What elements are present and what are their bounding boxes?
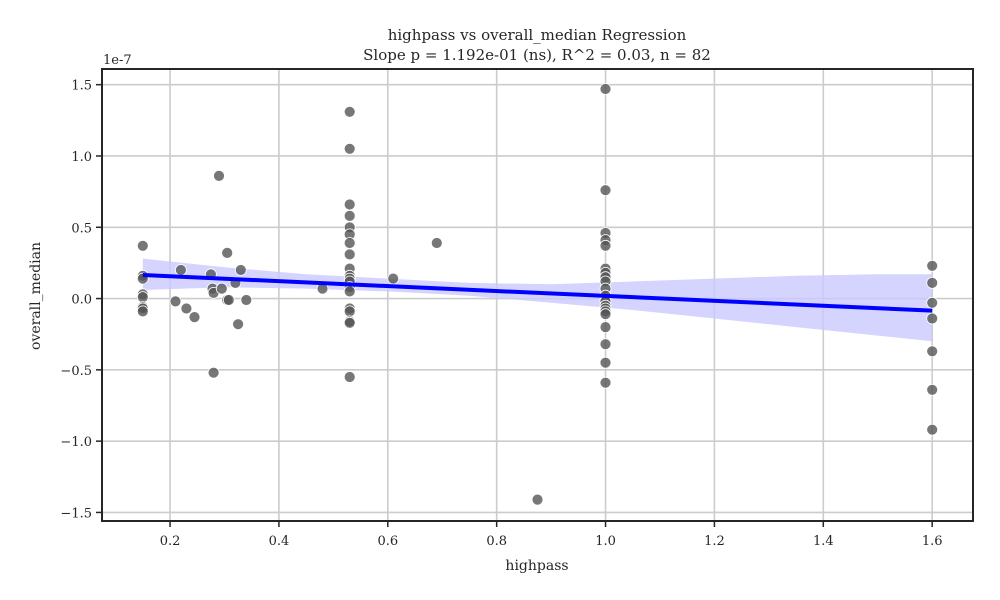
data-point (343, 305, 356, 318)
regression-line-layer (142, 273, 933, 313)
data-point (926, 383, 939, 396)
data-point (136, 239, 149, 252)
data-point (213, 169, 225, 182)
data-point (232, 318, 245, 331)
data-point (599, 184, 612, 197)
data-point (343, 209, 356, 222)
x-tick-label: 1.6 (922, 534, 943, 549)
data-point (599, 376, 612, 389)
data-point (343, 285, 356, 298)
data-point (926, 345, 939, 358)
x-tick-label: 0.4 (269, 534, 290, 549)
data-point (222, 294, 235, 306)
data-point (926, 423, 939, 436)
y-axis-ticks: −1.5 −1.0 −0.5 0.0 0.5 1.0 1.5 (60, 79, 102, 521)
x-axis-label: highpass (505, 558, 568, 574)
y-tick-label: 1.0 (71, 150, 92, 165)
data-point (174, 264, 187, 276)
data-point (926, 276, 939, 289)
data-point (599, 321, 612, 334)
y-axis-label: overall_median (28, 242, 44, 350)
data-point (207, 366, 220, 379)
data-point (599, 356, 612, 369)
data-point (926, 296, 939, 309)
y-tick-label: 0.5 (71, 221, 92, 236)
data-point (180, 302, 193, 315)
x-axis-ticks: 0.2 0.4 0.6 0.8 1.0 1.2 1.4 1.6 (160, 521, 943, 549)
data-point (387, 272, 400, 285)
data-point (599, 83, 612, 95)
data-point (343, 198, 356, 211)
data-point (343, 371, 356, 383)
data-point (169, 295, 182, 308)
data-point (234, 264, 247, 276)
plot-frame (101, 68, 974, 522)
data-point (221, 246, 234, 259)
data-point (926, 259, 939, 272)
data-point (599, 338, 612, 351)
x-tick-label: 1.2 (704, 534, 725, 549)
data-point (343, 105, 356, 118)
y-tick-label: −1.5 (60, 506, 92, 521)
data-point (240, 294, 253, 306)
confidence-band (142, 258, 933, 342)
y-tick-label: 0.0 (71, 293, 92, 308)
confidence-band-layer (142, 258, 933, 342)
data-point (188, 311, 201, 324)
data-point (531, 493, 544, 506)
regression-line (142, 273, 933, 313)
chart-title: highpass vs overall_median Regression (388, 26, 687, 44)
chart-subtitle: Slope p = 1.192e-01 (ns), R^2 = 0.03, n … (363, 46, 711, 64)
data-point (136, 291, 149, 304)
y-tick-label: 1.5 (71, 79, 92, 94)
data-point (343, 248, 356, 261)
scatter-points (136, 83, 939, 506)
data-point (215, 282, 228, 295)
x-tick-label: 1.0 (595, 534, 616, 549)
data-point (343, 237, 356, 249)
x-tick-label: 1.4 (813, 534, 834, 549)
data-point (343, 316, 356, 329)
data-point (599, 239, 612, 252)
data-point (343, 142, 356, 155)
data-point (136, 305, 149, 318)
data-point (926, 312, 939, 325)
x-tick-label: 0.6 (377, 534, 398, 549)
x-tick-label: 0.8 (486, 534, 507, 549)
data-point (430, 237, 443, 249)
y-tick-label: −0.5 (60, 364, 92, 379)
y-tick-label: −1.0 (60, 435, 92, 450)
x-tick-label: 0.2 (160, 534, 181, 549)
data-point (599, 308, 612, 321)
y-offset-label: 1e-7 (103, 53, 132, 68)
